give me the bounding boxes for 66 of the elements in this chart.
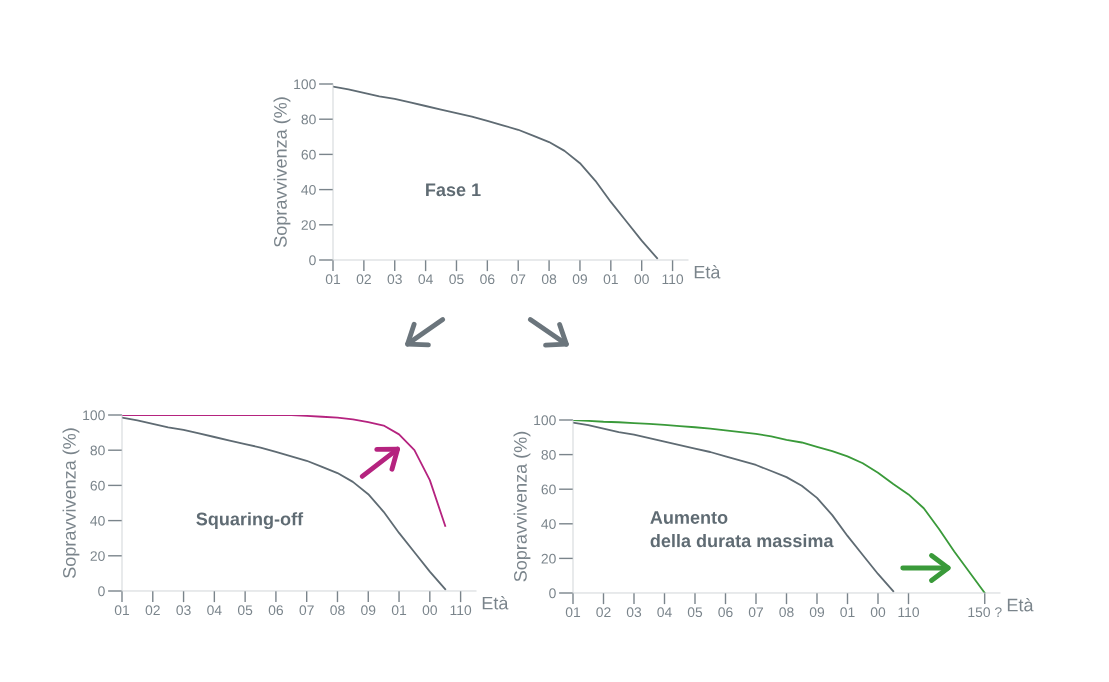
y-tick-label: 60 (90, 480, 105, 491)
x-tick-label: 05 (449, 274, 464, 285)
x-tick-label: 01 (391, 605, 407, 616)
y-tick-label: 80 (301, 114, 316, 125)
line-series (122, 415, 447, 527)
x-tick-label: 04 (657, 607, 672, 618)
y-tick-label: 60 (301, 149, 316, 160)
annotation: Aumento della durata massima (650, 511, 834, 548)
x-tick-label: 05 (237, 605, 253, 616)
x-tick-label: 00 (422, 605, 438, 616)
x-axis-title: Età (694, 265, 721, 279)
y-axis-title: Sopravvivenza (%) (513, 431, 531, 582)
y-tick-label: 40 (90, 515, 105, 526)
x-tick-label: 05 (687, 607, 703, 618)
x-tick-label: 01 (603, 274, 618, 285)
x-tick-label: 00 (870, 607, 886, 618)
x-tick-label: 02 (356, 274, 371, 285)
x-tick-label: 110 (898, 607, 920, 618)
y-tick-label: 100 (83, 410, 105, 421)
y-tick-label: 0 (98, 586, 105, 597)
x-tick-label: 08 (779, 607, 794, 618)
y-tick-label: 40 (541, 519, 556, 529)
x-axis-title: Età (1007, 597, 1034, 612)
x-tick-label: 06 (480, 274, 495, 285)
x-tick-label: 07 (299, 605, 314, 616)
y-tick-label: 80 (541, 449, 556, 460)
x-tick-label: 08 (330, 605, 345, 616)
x-tick-label: 150 ? (968, 607, 1002, 618)
x-tick-label: 01 (325, 274, 341, 285)
annotation: Fase 1 (426, 183, 481, 197)
x-tick-label: 08 (541, 274, 557, 285)
x-tick-label: 01 (114, 605, 130, 616)
x-tick-label: 09 (361, 605, 376, 616)
x-tick-label: 110 (450, 605, 472, 616)
y-tick-label: 20 (541, 553, 556, 564)
x-tick-label: 01 (565, 607, 581, 618)
line-series (573, 420, 986, 593)
x-tick-label: 02 (145, 605, 160, 616)
annotation: Squaring-off (196, 512, 304, 530)
x-tick-label: 03 (176, 605, 191, 616)
x-tick-label: 06 (718, 607, 733, 618)
x-tick-label: 00 (634, 274, 649, 285)
y-tick-label: 100 (294, 79, 316, 90)
y-axis-title: Sopravvivenza (%) (273, 97, 291, 247)
x-tick-label: 04 (207, 605, 222, 616)
x-tick-label: 04 (418, 274, 433, 285)
x-tick-label: 110 (662, 274, 684, 285)
y-tick-label: 80 (90, 445, 105, 456)
y-axis-title: Sopravvivenza (%) (62, 428, 80, 578)
x-tick-label: 03 (626, 607, 642, 618)
y-tick-label: 100 (534, 415, 556, 426)
y-tick-label: 20 (90, 551, 105, 561)
y-tick-label: 0 (549, 588, 556, 599)
y-tick-label: 20 (301, 220, 316, 230)
x-tick-label: 07 (748, 607, 764, 618)
x-tick-label: 03 (387, 274, 402, 285)
x-tick-label: 07 (511, 274, 526, 285)
y-tick-label: 40 (301, 184, 316, 195)
x-axis-title: Età (482, 596, 509, 610)
y-tick-label: 0 (309, 255, 316, 266)
x-tick-label: 06 (268, 605, 284, 616)
x-tick-label: 09 (809, 607, 825, 618)
x-tick-label: 02 (596, 607, 611, 618)
x-tick-label: 09 (572, 274, 588, 285)
x-tick-label: 01 (840, 607, 855, 618)
y-tick-label: 60 (541, 484, 556, 495)
